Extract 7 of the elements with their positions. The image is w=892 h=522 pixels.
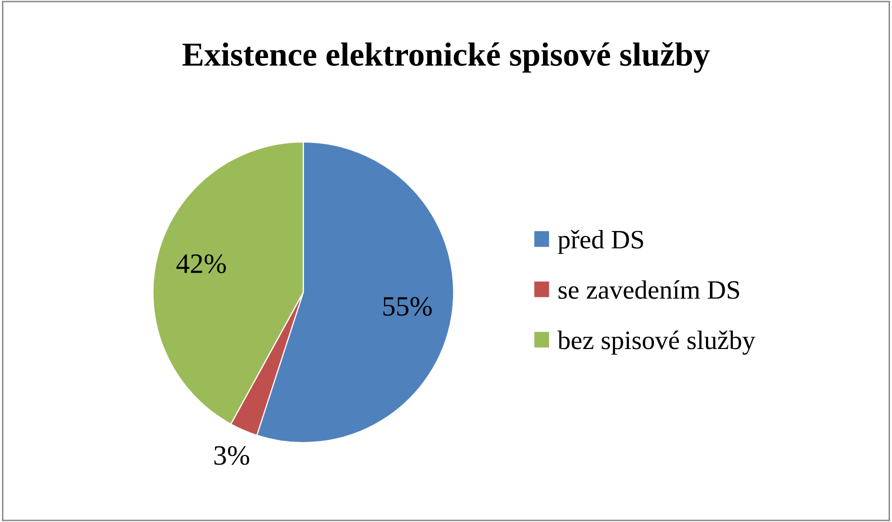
data-label: 42% [176, 254, 226, 274]
data-label: 55% [383, 296, 432, 316]
legend-label: se zavedením DS [558, 280, 740, 299]
chart-title: Existence elektronické spisové služby [182, 42, 710, 73]
data-label: 3% [214, 446, 250, 465]
legend-label: bez spisové služby [557, 330, 756, 355]
legend-label: před DS [558, 230, 644, 254]
